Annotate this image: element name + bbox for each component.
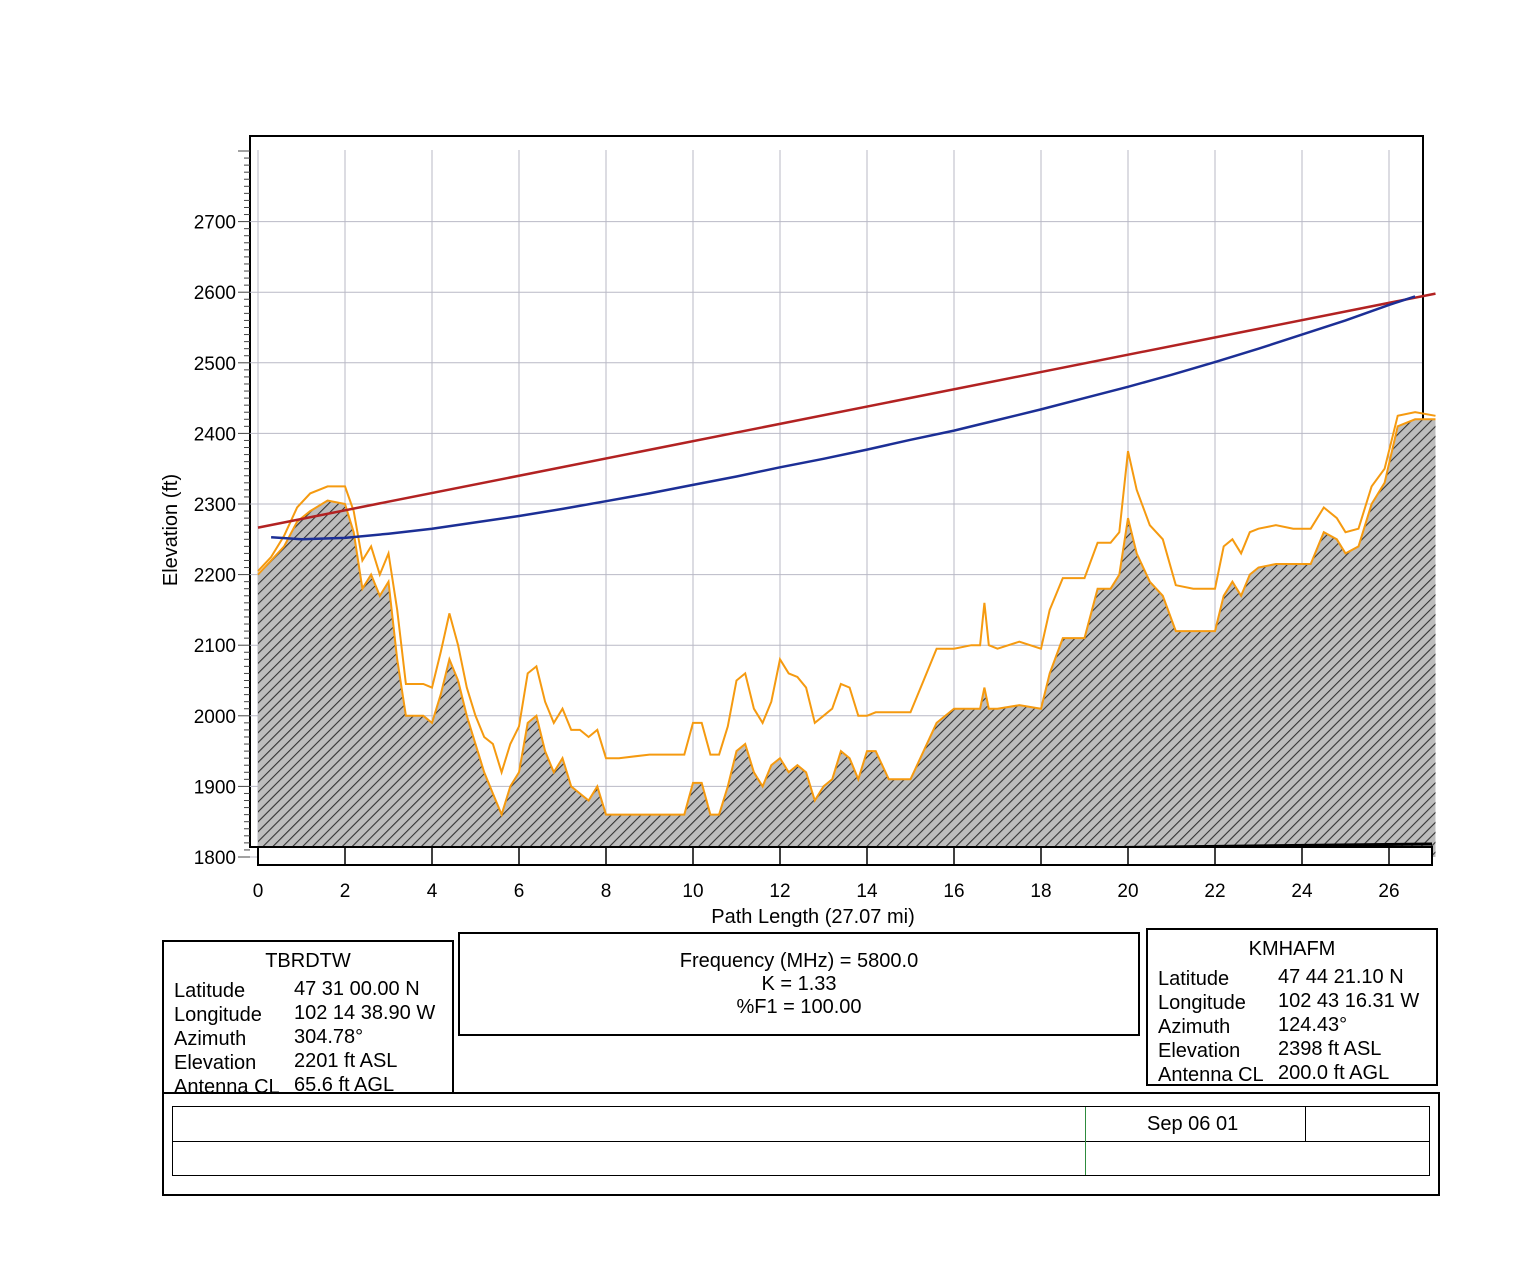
site-b-azimuth: 124.43°	[1278, 1014, 1348, 1036]
site-b-longitude-label: Longitude	[1158, 992, 1246, 1014]
x-tick-label: 8	[601, 881, 612, 902]
footer-row-divider	[173, 1141, 1429, 1142]
terrain-profile-line	[257, 418, 1436, 818]
x-tick-label: 12	[769, 881, 790, 902]
site-a-elevation: 2201 ft ASL	[294, 1050, 398, 1072]
y-tick-label: 2400	[194, 424, 236, 445]
x-tick-label: 4	[427, 881, 438, 902]
site-b-antenna: 200.0 ft AGL	[1278, 1062, 1390, 1084]
x-tick-label: 22	[1204, 881, 1225, 902]
site-a-antenna: 65.6 ft AGL	[294, 1074, 395, 1096]
line-of-sight-line	[257, 292, 1436, 529]
site-a-latitude: 47 31 00.00 N	[294, 978, 420, 1000]
footer-inner-table: Sep 06 01	[172, 1106, 1430, 1176]
y-tick-label: 2200	[194, 566, 236, 587]
x-tick-label: 6	[514, 881, 525, 902]
site-b-longitude: 102 43 16.31 W	[1278, 990, 1420, 1012]
terrain-area	[258, 419, 1436, 857]
x-tick-label: 24	[1291, 881, 1313, 902]
y-tick-label: 2000	[194, 707, 236, 728]
site-b-elevation-label: Elevation	[1158, 1040, 1241, 1062]
y-axis-label: Elevation (ft)	[160, 474, 182, 586]
distance-scale-ticks	[257, 847, 1390, 865]
y-tick-label: 2600	[194, 283, 236, 304]
site-b-latitude: 47 44 21.10 N	[1278, 966, 1404, 988]
site-a-azimuth-label: Azimuth	[174, 1028, 247, 1050]
site-b-elevation: 2398 ft ASL	[1278, 1038, 1382, 1060]
fresnel-percent-text: %F1 = 100.00	[736, 996, 862, 1018]
site-a-panel: TBRDTW Latitude 47 31 00.00 N Longitude …	[162, 940, 454, 1098]
site-b-azimuth-label: Azimuth	[1158, 1016, 1231, 1038]
footer-column-divider	[1085, 1107, 1086, 1175]
y-tick-label: 2300	[194, 495, 236, 516]
site-a-longitude-label: Longitude	[174, 1004, 262, 1026]
path-profile-chart: 1800190020002100220023002400250026002700…	[160, 135, 1436, 928]
frequency-text: Frequency (MHz) = 5800.0	[679, 950, 919, 972]
x-tick-label: 0	[253, 881, 264, 902]
y-tick-label: 2500	[194, 354, 236, 375]
site-b-latitude-label: Latitude	[1158, 968, 1230, 990]
site-a-azimuth: 304.78°	[294, 1026, 364, 1048]
y-tick-label: 2700	[194, 213, 236, 234]
earth-curve-line	[271, 295, 1416, 541]
site-b-antenna-label: Antenna CL	[1158, 1064, 1264, 1086]
x-tick-label: 2	[340, 881, 351, 902]
x-axis-label: Path Length (27.07 mi)	[711, 906, 914, 928]
x-tick-label: 20	[1117, 881, 1138, 902]
site-a-latitude-label: Latitude	[174, 980, 246, 1002]
site-b-name: KMHAFM	[1248, 938, 1336, 960]
site-a-elevation-label: Elevation	[174, 1052, 257, 1074]
link-parameters-panel: Frequency (MHz) = 5800.0 K = 1.33 %F1 = …	[458, 932, 1140, 1036]
x-tick-label: 14	[856, 881, 878, 902]
fresnel-line	[257, 411, 1436, 776]
y-tick-label: 1800	[194, 848, 236, 869]
site-a-longitude: 102 14 38.90 W	[294, 1002, 436, 1024]
y-tick-label: 1900	[194, 777, 236, 798]
y-axis: 1800 1900 2000 2100 2200 2300 2400 2500 2600 2700	[194, 150, 250, 869]
x-tick-label: 26	[1378, 881, 1399, 902]
distance-scale-bar	[257, 846, 1433, 866]
x-tick-label: 16	[943, 881, 964, 902]
footer-date-divider	[1305, 1107, 1306, 1141]
footer-date: Sep 06 01	[1147, 1113, 1239, 1135]
site-b-panel: KMHAFM Latitude 47 44 21.10 N Longitude …	[1146, 928, 1438, 1086]
site-a-name: TBRDTW	[265, 950, 351, 972]
x-tick-label: 10	[682, 881, 703, 902]
footer-panel: Sep 06 01	[162, 1092, 1440, 1196]
x-tick-label: 18	[1030, 881, 1051, 902]
k-factor-text: K = 1.33	[761, 973, 837, 995]
y-tick-label: 2100	[194, 636, 236, 657]
